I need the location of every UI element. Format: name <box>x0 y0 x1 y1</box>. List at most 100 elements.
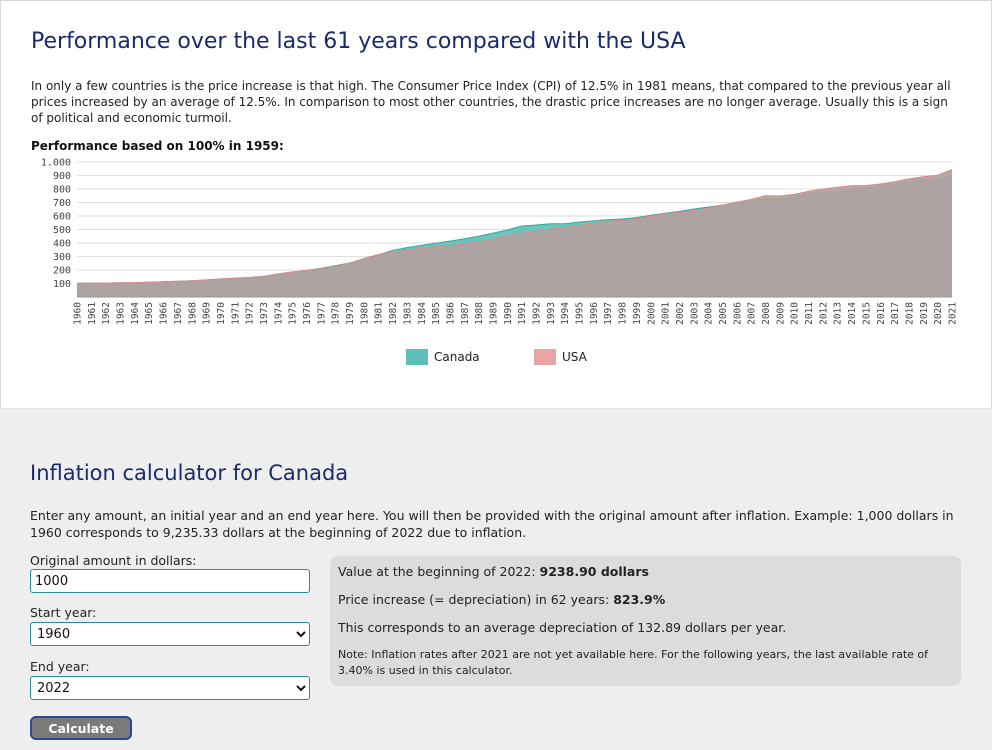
performance-chart: 100 200 300 400 500 600 700 800 900 1.000 1960 1961… <box>41 158 959 325</box>
x-tick-label: 1967 <box>173 302 184 325</box>
calculator-title: Inflation calculator for Canada <box>30 461 349 485</box>
x-tick-label: 1977 <box>316 302 327 325</box>
x-tick-label: 1978 <box>331 302 342 325</box>
x-tick-label: 1974 <box>273 302 284 325</box>
x-tick-label: 2010 <box>790 302 801 325</box>
x-tick-label: 1984 <box>417 302 428 325</box>
x-tick-label: 2006 <box>732 302 743 325</box>
x-tick-label: 2021 <box>948 302 959 325</box>
x-tick-label: 1962 <box>101 302 112 325</box>
x-tick-label: 1994 <box>560 302 571 325</box>
y-tick-label: 400 <box>53 239 71 250</box>
x-tick-label: 1979 <box>345 302 356 325</box>
result-value-label: Value at the beginning of 2022: <box>338 564 540 579</box>
x-tick-label: 1961 <box>87 302 98 325</box>
x-tick-label: 1969 <box>202 302 213 325</box>
x-tick-label: 1986 <box>446 302 457 325</box>
result-average: This corresponds to an average depreciat… <box>338 620 787 635</box>
x-tick-label: 1973 <box>259 302 270 325</box>
x-tick-label: 1988 <box>474 302 485 325</box>
amount-label: Original amount in dollars: <box>30 553 197 568</box>
x-tick-label: 1970 <box>216 302 227 325</box>
calculator-section: Inflation calculator for Canada Enter an… <box>0 408 992 750</box>
y-tick-label: 700 <box>53 198 71 209</box>
x-tick-label: 1971 <box>230 302 241 325</box>
x-tick-label: 2012 <box>818 302 829 325</box>
chart-title: Performance based on 100% in 1959: <box>31 139 284 153</box>
calculator-intro: Enter any amount, an initial year and an… <box>30 508 954 540</box>
x-tick-label: 1982 <box>388 302 399 325</box>
x-tick-label: 2018 <box>905 302 916 325</box>
x-tick-label: 1975 <box>288 302 299 325</box>
result-panel: Value at the beginning of 2022: 9238.90 … <box>330 556 961 686</box>
result-value: Value at the beginning of 2022: 9238.90 … <box>338 564 649 579</box>
x-tick-label: 2008 <box>761 302 772 325</box>
start-year-label: Start year: <box>30 605 97 620</box>
legend-swatch-usa <box>534 349 556 365</box>
x-tick-label: 2017 <box>890 302 901 325</box>
x-tick-label: 1997 <box>603 302 614 325</box>
x-tick-label: 1999 <box>632 302 643 325</box>
x-tick-label: 2020 <box>933 302 944 325</box>
x-tick-label: 1968 <box>187 302 198 325</box>
x-tick-label: 2002 <box>675 302 686 325</box>
intro-text: In only a few countries is the price inc… <box>31 79 951 125</box>
x-tick-label: 1995 <box>575 302 586 325</box>
x-tick-label: 1993 <box>546 302 557 325</box>
x-tick-label: 1991 <box>517 302 528 325</box>
start-year-select[interactable]: 1960 <box>30 622 310 646</box>
x-tick-label: 2014 <box>847 302 858 325</box>
x-tick-label: 2009 <box>775 302 786 325</box>
x-tick-label: 1983 <box>402 302 413 325</box>
result-increase: Price increase (= depreciation) in 62 ye… <box>338 592 665 607</box>
chart-legend: Canada USA <box>1 349 991 369</box>
y-tick-label: 1.000 <box>41 158 71 169</box>
amount-input[interactable] <box>30 569 310 593</box>
x-tick-label: 1980 <box>359 302 370 325</box>
end-year-select[interactable]: 2022 <box>30 676 310 700</box>
x-tick-label: 1965 <box>144 302 155 325</box>
x-tick-label: 1960 <box>73 302 84 325</box>
legend-label-usa: USA <box>562 350 587 364</box>
y-tick-label: 900 <box>53 171 71 182</box>
page-title: Performance over the last 61 years compa… <box>31 29 686 54</box>
x-tick-label: 1964 <box>130 302 141 325</box>
y-tick-label: 600 <box>53 212 71 223</box>
calculate-button[interactable]: Calculate <box>30 716 132 740</box>
x-tick-label: 2011 <box>804 302 815 325</box>
x-tick-label: 2013 <box>833 302 844 325</box>
x-tick-label: 2015 <box>861 302 872 325</box>
legend-item-usa: USA <box>534 349 587 365</box>
result-value-amount: 9238.90 dollars <box>539 564 649 579</box>
result-increase-amount: 823.9% <box>613 592 666 607</box>
x-tick-label: 1963 <box>116 302 127 325</box>
x-tick-label: 2019 <box>919 302 930 325</box>
legend-label-canada: Canada <box>434 350 480 364</box>
chart-section: Performance over the last 61 years compa… <box>0 0 992 408</box>
y-tick-label: 100 <box>53 279 71 290</box>
legend-item-canada: Canada <box>406 349 480 365</box>
result-increase-label: Price increase (= depreciation) in 62 ye… <box>338 592 614 607</box>
x-tick-label: 2001 <box>661 302 672 325</box>
x-tick-label: 2003 <box>689 302 700 325</box>
x-tick-label: 1972 <box>245 302 256 325</box>
x-tick-label: 1981 <box>374 302 385 325</box>
series-line-usa <box>76 169 953 284</box>
x-tick-label: 1966 <box>159 302 170 325</box>
x-tick-label: 1989 <box>489 302 500 325</box>
x-tick-label: 1987 <box>460 302 471 325</box>
y-tick-label: 300 <box>53 252 71 263</box>
y-tick-label: 500 <box>53 225 71 236</box>
legend-swatch-canada <box>406 349 428 365</box>
x-tick-label: 2005 <box>718 302 729 325</box>
x-tick-label: 1998 <box>618 302 629 325</box>
x-tick-label: 2007 <box>747 302 758 325</box>
result-note: Note: Inflation rates after 2021 are not… <box>338 648 929 677</box>
x-tick-label: 1992 <box>532 302 543 325</box>
y-tick-label: 200 <box>53 266 71 277</box>
y-tick-label: 800 <box>53 185 71 196</box>
x-tick-label: 1996 <box>589 302 600 325</box>
series-area-usa <box>77 169 952 297</box>
x-tick-label: 2004 <box>704 302 715 325</box>
x-tick-label: 1990 <box>503 302 514 325</box>
